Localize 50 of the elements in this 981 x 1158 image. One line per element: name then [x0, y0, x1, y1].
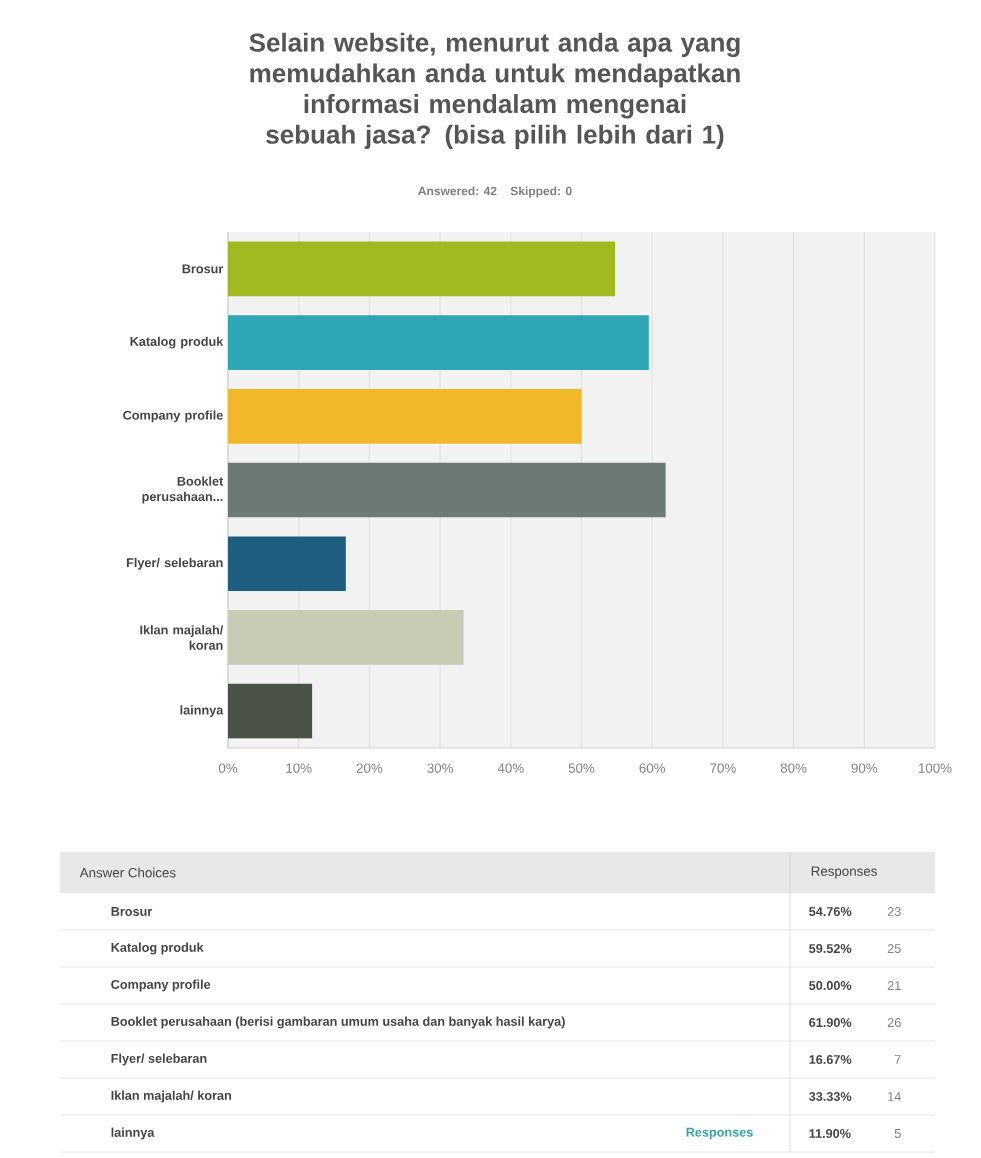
- y-tick-label: Brosur: [182, 264, 224, 274]
- x-tick-label: 30%: [427, 763, 453, 773]
- x-tick-label: 90%: [851, 763, 878, 773]
- x-tick-label: 60%: [639, 763, 666, 773]
- y-tick-label: Company profile: [123, 410, 223, 423]
- text: lainnya: [111, 1127, 155, 1140]
- text: Flyer/ selebaran: [111, 1053, 207, 1066]
- bar: [228, 315, 649, 370]
- text: 21: [887, 981, 901, 990]
- text: 33.33%: [809, 1092, 852, 1102]
- text: Company profile: [111, 979, 211, 992]
- text: 23: [887, 907, 901, 916]
- x-tick-label: 20%: [356, 763, 383, 773]
- text: 26: [887, 1018, 901, 1027]
- text: 5: [894, 1129, 901, 1138]
- bar: [228, 610, 464, 665]
- text: Responses: [811, 866, 877, 879]
- y-tick-label: Flyer/ selebaran: [126, 557, 223, 570]
- x-tick-label: 0%: [218, 763, 238, 773]
- x-tick-label: 10%: [286, 763, 312, 773]
- x-tick-label: 50%: [568, 763, 595, 773]
- text: 61.90%: [809, 1018, 852, 1027]
- y-tick-label: Booklet perusahaan...: [142, 476, 224, 504]
- bar: [228, 462, 666, 518]
- text: 59.52%: [809, 944, 852, 953]
- text: Answer Choices: [79, 867, 176, 878]
- text: Responses: [686, 1127, 753, 1140]
- bar: [228, 388, 582, 444]
- text: 7: [894, 1055, 901, 1064]
- y-tick-label: lainnya: [180, 705, 224, 718]
- text: 25: [887, 944, 901, 953]
- text: 54.76%: [809, 907, 852, 916]
- text: 14: [888, 1092, 901, 1101]
- x-tick-label: 100%: [918, 763, 952, 773]
- x-tick-label: 40%: [497, 763, 524, 773]
- x-tick-label: 80%: [780, 763, 807, 773]
- text: Brosur: [111, 907, 153, 916]
- y-tick-label: Katalog produk: [130, 336, 224, 349]
- text: Booklet perusahaan (berisi gambaran umum usaha dan banyak hasil karya): [111, 1016, 565, 1029]
- text: 50.00%: [809, 981, 852, 990]
- y-tick-label: Iklan majalah/ koran: [140, 625, 224, 650]
- text: Katalog produk: [111, 942, 204, 955]
- chart-subtitle: Answered: 42 Skipped: 0: [418, 186, 572, 198]
- text: 16.67%: [809, 1055, 852, 1064]
- chart-title: Selain website, menurut anda apa yang memudahkan anda untuk mendapatkan informasi mendalam mengenai sebuah jasa? (bisa pilih lebih dari 1): [249, 32, 740, 149]
- text: 11.90%: [809, 1129, 851, 1138]
- bar: [228, 241, 616, 297]
- x-tick-label: 70%: [710, 763, 736, 773]
- bar: [228, 536, 346, 592]
- bar: [228, 683, 313, 739]
